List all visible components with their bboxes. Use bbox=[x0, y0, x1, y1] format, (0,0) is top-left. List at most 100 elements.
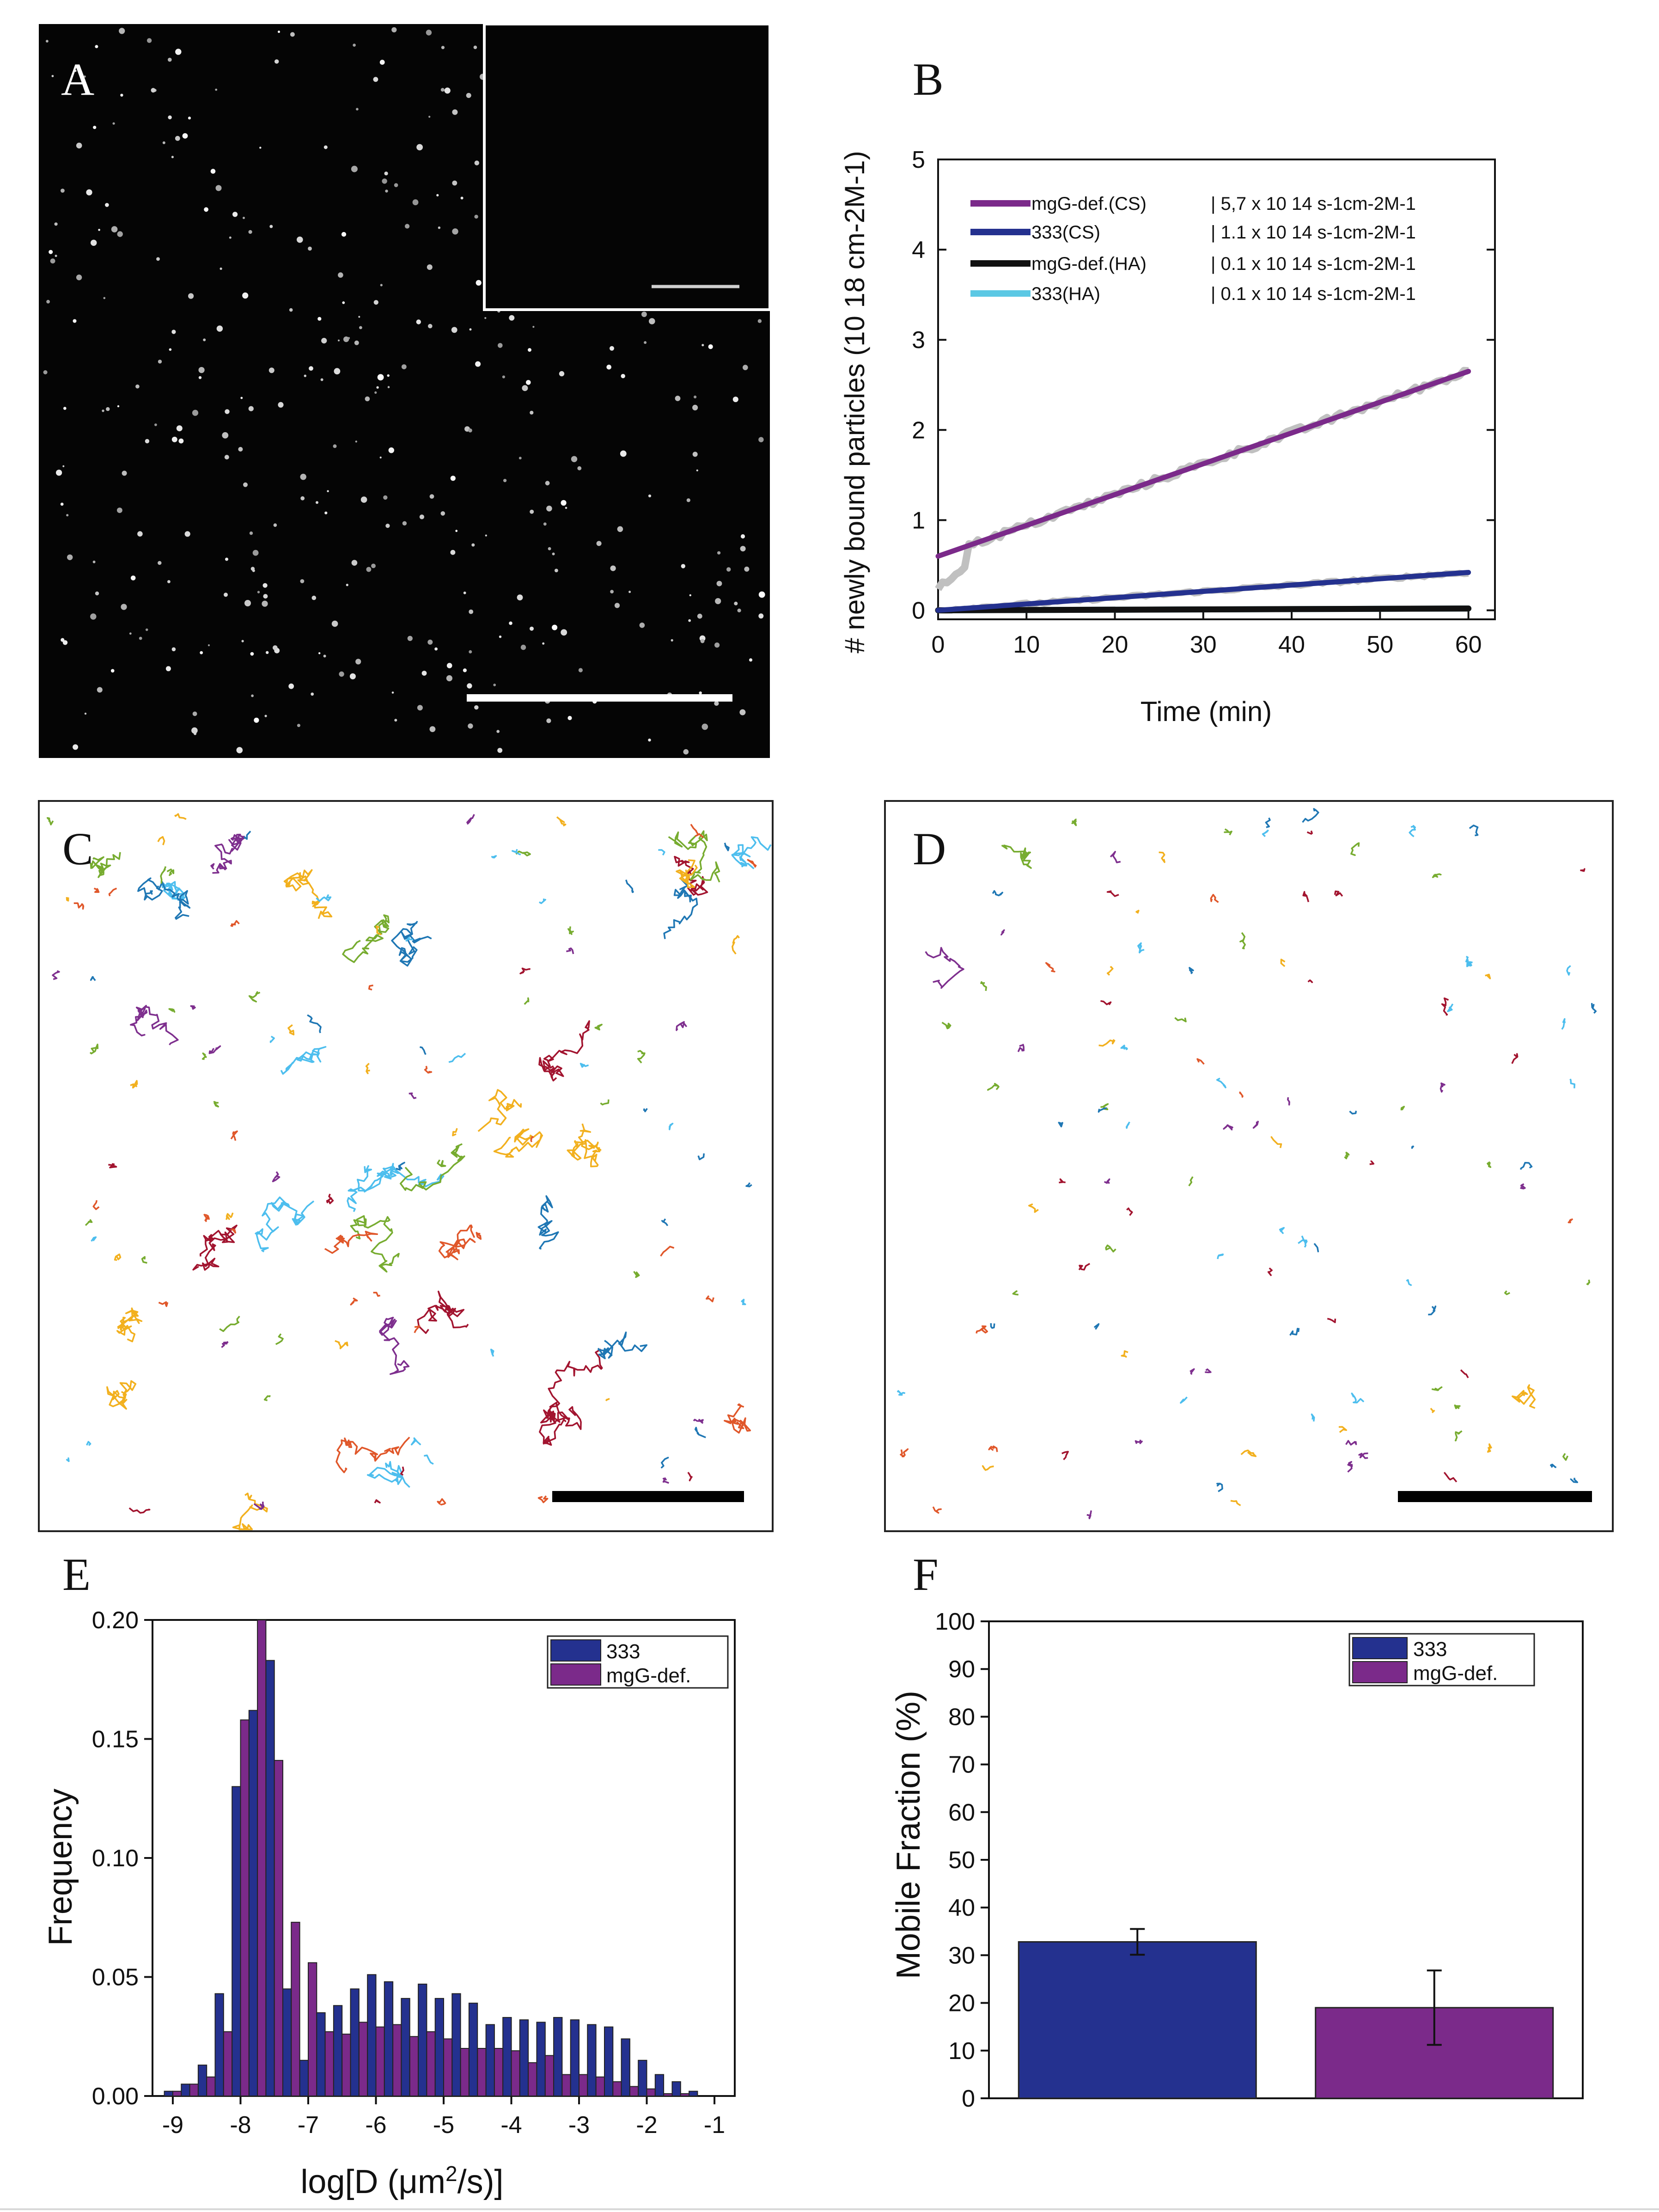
c-track-long bbox=[540, 1348, 603, 1424]
particle-spot bbox=[610, 565, 616, 571]
particle-spot bbox=[355, 659, 361, 665]
particle-spot bbox=[103, 297, 106, 299]
particle-spot bbox=[697, 613, 702, 619]
x-tick-label-b: 20 bbox=[1102, 631, 1128, 658]
particle-spot bbox=[97, 687, 103, 693]
x-tick-label-b: 10 bbox=[1013, 631, 1040, 658]
particle-spot bbox=[62, 640, 68, 645]
particle-spot bbox=[639, 623, 645, 628]
x-tick-label-e: -3 bbox=[568, 2112, 590, 2139]
d-track-short bbox=[900, 1448, 909, 1458]
hist-bar-mgG-def. bbox=[629, 2086, 639, 2096]
hist-bar-333 bbox=[604, 2026, 614, 2097]
hist-bar-333 bbox=[299, 2059, 309, 2097]
particle-spot bbox=[620, 450, 627, 457]
y-tick-label-f: 10 bbox=[948, 2038, 975, 2065]
particle-spot bbox=[416, 319, 421, 324]
chart-f-legend: 333 mgG-def. bbox=[1348, 1633, 1535, 1686]
particle-spot bbox=[743, 365, 748, 370]
c-track-long bbox=[283, 869, 333, 919]
particle-spot bbox=[596, 541, 602, 546]
c-track-short bbox=[108, 1163, 117, 1168]
particle-spot bbox=[327, 490, 329, 492]
hist-bar-333 bbox=[350, 1988, 360, 2097]
particle-spot bbox=[351, 560, 358, 566]
hist-bar-mgG-def. bbox=[426, 2031, 436, 2096]
particle-spot bbox=[434, 647, 438, 651]
d-track-short bbox=[1061, 1451, 1069, 1460]
c-track-short bbox=[466, 814, 475, 825]
c-track-short bbox=[213, 1101, 220, 1108]
particle-spot bbox=[416, 144, 423, 151]
hist-bar-333 bbox=[248, 1710, 258, 2096]
particle-spot bbox=[156, 257, 160, 261]
hist-bar-333 bbox=[265, 1660, 275, 2097]
particle-spot bbox=[210, 169, 216, 174]
particle-spot bbox=[145, 628, 148, 631]
c-track-long bbox=[537, 1195, 559, 1250]
d-track-short bbox=[1059, 1178, 1066, 1184]
hist-bar-333 bbox=[282, 1988, 292, 2097]
d-track-short bbox=[1304, 1240, 1308, 1248]
panel-e: E -9 -8 -7 -6 -5 -4 -3 -2 -1 0.00 0.05 0.10 0.15 0.20… bbox=[42, 1549, 736, 2200]
hist-bar-mgG-def. bbox=[443, 2038, 453, 2096]
c-track-long bbox=[324, 1230, 378, 1254]
particle-spot bbox=[440, 88, 445, 92]
particle-spot bbox=[300, 496, 305, 501]
d-track-short bbox=[1126, 1207, 1133, 1216]
particle-spot bbox=[297, 236, 303, 243]
hist-bar-333 bbox=[621, 2038, 630, 2096]
c-track-short bbox=[89, 1044, 99, 1055]
chart-f-axes: 0 10 20 30 40 50 60 70 80 90 100 bbox=[935, 1608, 1584, 2112]
y-tick-label-b: 1 bbox=[912, 507, 925, 534]
legend-label-mgg-cs: mgG-def.(CS) bbox=[1031, 194, 1147, 214]
d-track-short bbox=[1562, 1453, 1568, 1461]
particle-spot bbox=[120, 93, 123, 97]
hist-bar-mgG-def. bbox=[561, 2074, 571, 2097]
panel-label-d: D bbox=[913, 823, 946, 874]
fluorescent-particles bbox=[43, 27, 765, 755]
particle-spot bbox=[288, 683, 294, 689]
c-track-short bbox=[130, 1080, 138, 1089]
d-track-short bbox=[992, 890, 1003, 897]
d-track-short bbox=[1511, 1053, 1519, 1064]
hist-bar-333 bbox=[316, 2012, 326, 2097]
particle-spot bbox=[119, 28, 125, 34]
particle-spot bbox=[269, 225, 273, 228]
legend-swatch-mgg-f bbox=[1352, 1661, 1408, 1683]
particle-spot bbox=[106, 407, 110, 411]
particle-spot bbox=[238, 447, 243, 452]
hist-bar-333 bbox=[214, 1993, 224, 2097]
c-track-short bbox=[373, 1292, 381, 1297]
d-track-short bbox=[1279, 1227, 1285, 1234]
particle-spot bbox=[440, 511, 445, 516]
particle-spot bbox=[192, 409, 199, 416]
d-track-short bbox=[1561, 1018, 1566, 1030]
d-track-short bbox=[1485, 973, 1491, 979]
particle-spot bbox=[84, 75, 86, 78]
d-track-short bbox=[1098, 1039, 1116, 1047]
chart-e-axes: -9 -8 -7 -6 -5 -4 -3 -2 -1 0.00 0.05 0.10 0.15 0.20 bbox=[92, 1607, 736, 2139]
particle-spot bbox=[641, 312, 647, 317]
particle-spot bbox=[356, 108, 359, 110]
particle-spot bbox=[207, 644, 210, 647]
particle-spot bbox=[76, 142, 82, 149]
particle-spot bbox=[497, 748, 503, 753]
d-track-short bbox=[932, 1506, 942, 1514]
particle-spot bbox=[548, 547, 551, 550]
y-tick-label-f: 70 bbox=[948, 1752, 975, 1778]
hist-bar-333 bbox=[451, 1993, 461, 2097]
d-track-short bbox=[988, 1445, 998, 1452]
particle-spot bbox=[405, 224, 410, 229]
particle-spot bbox=[463, 591, 466, 594]
c-track-short bbox=[537, 1495, 549, 1503]
d-track-short bbox=[976, 1325, 988, 1334]
c-track-long bbox=[676, 859, 698, 888]
particle-spot bbox=[561, 629, 567, 636]
particle-spot bbox=[498, 343, 503, 348]
particle-spot bbox=[49, 250, 53, 254]
c-track-short bbox=[201, 1052, 207, 1060]
c-track-long bbox=[137, 877, 191, 920]
particle-spot bbox=[522, 385, 528, 391]
particle-spot bbox=[518, 457, 522, 459]
